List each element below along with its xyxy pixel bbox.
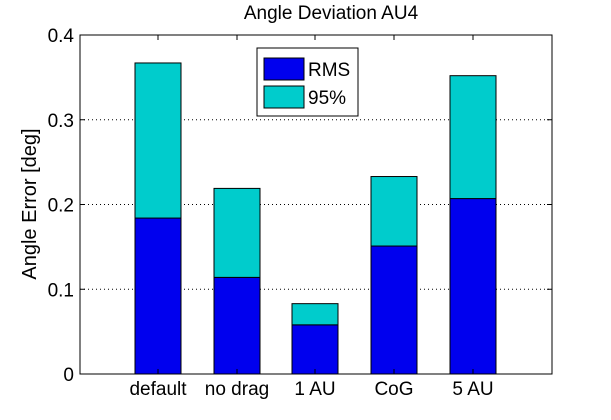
- y-axis-label: Angle Error [deg]: [19, 128, 41, 279]
- x-axis-ticks: default no drag 1 AU CoG 5 AU: [129, 35, 494, 400]
- x-tick-label: no drag: [205, 379, 269, 400]
- y-tick-label: 0.3: [48, 111, 74, 132]
- bar-p95-1-au: [291, 303, 339, 326]
- bar-rms-default: [134, 217, 182, 375]
- bar-p95-default: [134, 62, 182, 219]
- y-tick-label: 0: [63, 365, 74, 386]
- legend: RMS 95%: [256, 47, 359, 117]
- bar-rms-cog: [370, 245, 418, 375]
- x-tick-label: 1 AU: [294, 379, 335, 400]
- bars: [134, 62, 497, 375]
- x-tick-label: default: [129, 379, 187, 400]
- legend-swatch: [263, 85, 305, 109]
- legend-label: RMS: [308, 60, 350, 81]
- y-tick-label: 0.2: [48, 196, 74, 217]
- bar-p95-no-drag: [213, 187, 261, 278]
- x-tick-label: CoG: [374, 379, 413, 400]
- bar-p95-5-au: [449, 75, 497, 200]
- x-tick-label: 5 AU: [452, 379, 493, 400]
- bar-rms-5-au: [449, 198, 497, 375]
- y-tick-label: 0.4: [48, 26, 75, 47]
- y-axis-ticks: 0 0.1 0.2 0.3 0.4: [48, 26, 552, 386]
- grid-lines: [80, 119, 552, 290]
- legend-label: 95%: [308, 88, 346, 109]
- bar-p95-cog: [370, 176, 418, 247]
- bar-rms-1-au: [291, 324, 339, 375]
- bar-rms-no-drag: [213, 276, 261, 375]
- y-tick-label: 0.1: [48, 280, 74, 301]
- chart-title: Angle Deviation AU4: [244, 3, 419, 24]
- legend-swatch: [263, 57, 305, 81]
